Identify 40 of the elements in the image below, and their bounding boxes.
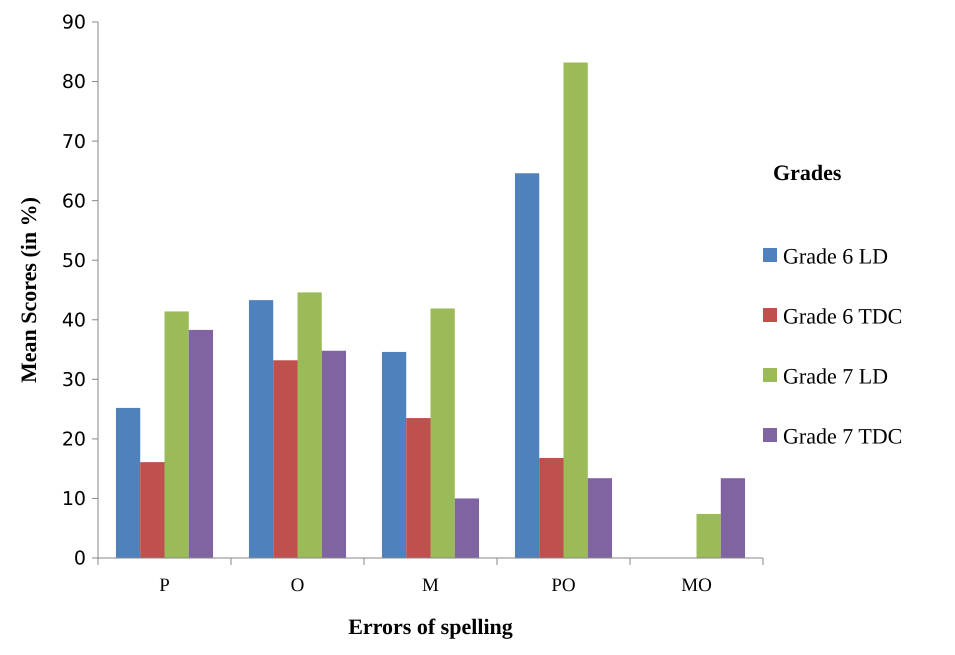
y-tick-label: 0 xyxy=(74,548,86,570)
bar xyxy=(382,352,406,558)
bar xyxy=(514,173,540,558)
bar xyxy=(696,514,721,558)
bar xyxy=(406,418,430,558)
y-tick-label: 60 xyxy=(62,190,86,212)
y-tick-label: 50 xyxy=(62,250,86,272)
bar xyxy=(454,498,480,558)
bar xyxy=(430,308,455,558)
bar xyxy=(322,350,346,558)
bar xyxy=(116,408,140,558)
y-tick-label: 40 xyxy=(62,309,86,332)
x-tick-label: O xyxy=(290,575,304,596)
bar xyxy=(188,330,214,558)
legend-label: Grade 7 TDC xyxy=(783,424,902,449)
x-tick-label: PO xyxy=(551,575,576,596)
y-tick-label: 30 xyxy=(62,368,86,391)
y-axis-title: Mean Scores (in %) xyxy=(16,197,41,383)
y-tick-label: 90 xyxy=(62,12,86,34)
legend-title: Grades xyxy=(773,160,842,185)
bar xyxy=(539,458,564,558)
x-axis-title: Errors of spelling xyxy=(348,614,513,639)
y-tick-label: 20 xyxy=(62,428,86,451)
y-tick-label: 10 xyxy=(62,488,86,510)
x-tick-label: MO xyxy=(681,575,712,596)
bar xyxy=(248,300,274,558)
legend-label: Grade 7 LD xyxy=(783,364,888,389)
bar xyxy=(588,478,612,558)
x-tick-label: M xyxy=(422,575,440,596)
bar xyxy=(273,360,298,558)
x-tick-label: P xyxy=(159,575,170,596)
y-tick-label: 70 xyxy=(62,130,86,153)
bar xyxy=(140,462,164,558)
legend-label: Grade 6 TDC xyxy=(783,304,902,329)
y-tick-label: 80 xyxy=(62,71,86,94)
bar xyxy=(298,292,322,558)
bar xyxy=(564,62,588,558)
bar xyxy=(720,478,746,558)
legend-label: Grade 6 LD xyxy=(783,244,888,269)
bar xyxy=(164,311,189,558)
